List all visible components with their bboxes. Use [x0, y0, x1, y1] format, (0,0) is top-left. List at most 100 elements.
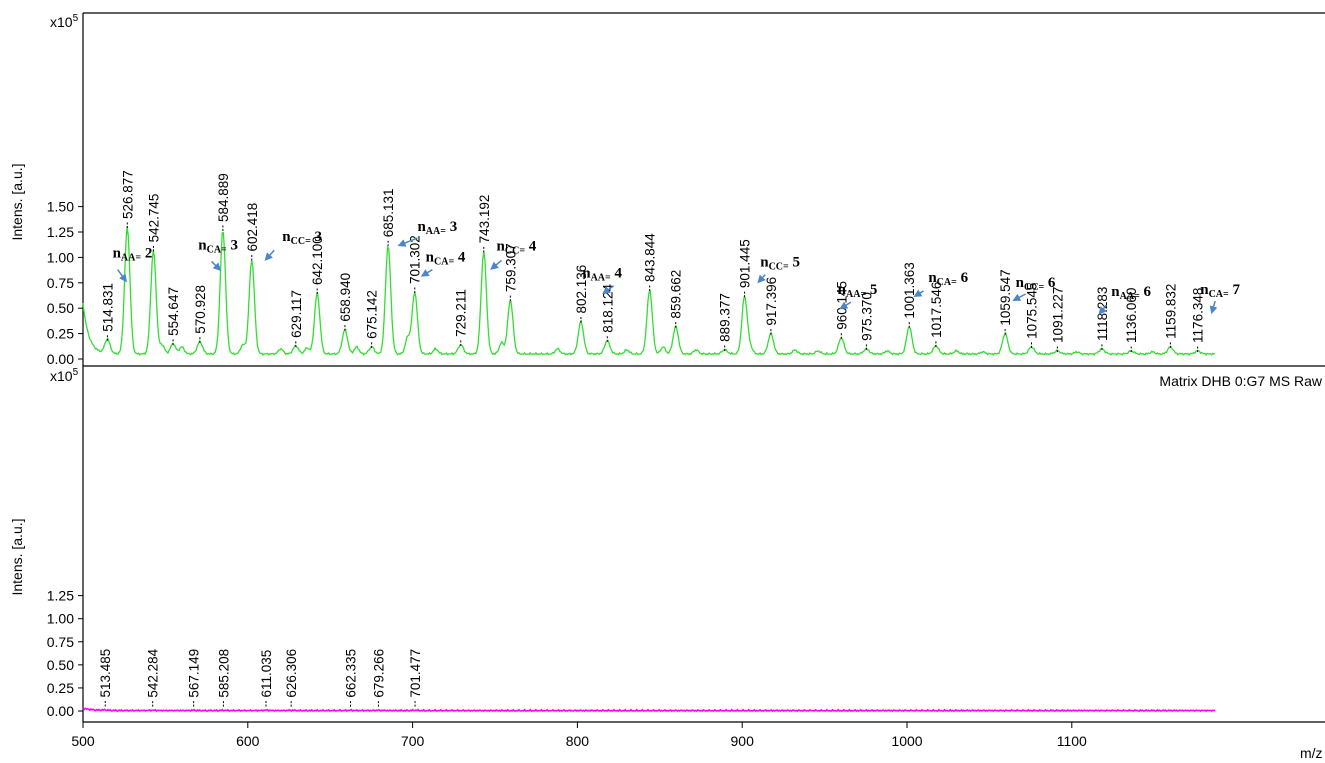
upper-y-multiplier: x105	[50, 13, 79, 30]
upper-peak-labels: 514.831 526.877 542.745 554.647 570.928 584.8…	[100, 170, 1206, 352]
lower-peak-label: 542.284	[146, 648, 161, 697]
upper-peak-label: 554.647	[166, 287, 181, 336]
upper-peak-label: 570.928	[193, 285, 208, 334]
upper-peak-label: 975.370	[859, 292, 874, 341]
annotation-label: nAA= 2	[113, 245, 153, 263]
annotation-label: nCC= 6	[1016, 275, 1056, 293]
upper-peak-label: 629.117	[289, 290, 304, 338]
upper-peak-label: 642.100	[310, 236, 325, 285]
upper-y-ticks: 0.00 0.25 0.50 0.75 1.00 1.25 1.50	[47, 199, 83, 367]
upper-peak-label: 1136.060	[1124, 288, 1139, 343]
upper-y-tick-label: 0.50	[47, 300, 74, 316]
annotation-label: nAA= 3	[417, 219, 457, 237]
annotation-label: nCC= 4	[497, 238, 537, 256]
lower-y-tick-label: 1.25	[47, 588, 74, 604]
lower-peak-label: 611.035	[259, 650, 274, 698]
upper-peak-label: 729.211	[454, 289, 469, 337]
lower-spectrum-trace	[82, 707, 1216, 713]
lower-peak-label: 513.485	[98, 649, 113, 698]
annotation-arrow	[1209, 300, 1218, 315]
annotation-arrow	[757, 274, 766, 284]
x-ticks: 500 600 700 800 900 1000 1100	[71, 722, 1087, 749]
upper-peak-label: 542.745	[146, 194, 161, 243]
upper-peak-label: 743.192	[477, 195, 492, 244]
x-tick-label: 600	[236, 733, 260, 749]
upper-peak-label: 889.377	[718, 293, 733, 342]
annotation-label: nAA= 4	[582, 266, 622, 284]
upper-y-tick-label: 1.50	[47, 199, 74, 215]
upper-peak-label: 685.131	[381, 188, 396, 237]
annotation-arrow	[397, 237, 418, 247]
x-tick-label: 700	[401, 733, 425, 749]
x-tick-label: 500	[71, 733, 95, 749]
x-tick-label: 900	[731, 733, 755, 749]
lower-peak-label: 567.149	[187, 649, 202, 698]
upper-panel: Intens. [a.u.] x105 0.00 0.25 0.50 0.75 1.00…	[9, 12, 1325, 367]
upper-peak-label: 818.124	[600, 284, 615, 333]
lower-peak-label: 585.208	[216, 649, 231, 698]
lower-y-axis-label: Intens. [a.u.]	[9, 518, 25, 595]
annotation-label: nCA= 6	[928, 270, 968, 288]
lower-peak-label: 662.335	[344, 649, 359, 698]
upper-peak-label: 658.940	[338, 273, 353, 322]
annotation-label: nCA= 3	[198, 237, 238, 255]
upper-peak-label: 1059.547	[998, 269, 1013, 325]
upper-peak-label: 1176.348	[1191, 288, 1206, 343]
lower-peak-labels: 513.485 542.284 567.149 585.208 611.035 626.3…	[98, 648, 423, 707]
x-axis-label: m/z	[1300, 745, 1323, 761]
upper-peak-label: 514.831	[100, 283, 115, 332]
lower-y-tick-label: 0.00	[47, 703, 74, 719]
upper-peak-label: 1075.545	[1024, 283, 1039, 339]
lower-y-tick-label: 0.75	[47, 634, 74, 650]
x-tick-label: 800	[566, 733, 590, 749]
annotation-label: nAA= 5	[838, 282, 878, 300]
upper-annotations: nAA= 2 nCA= 3 nCC= 3 nAA= 3 nCA= 4 nCC= 4 nAA=…	[113, 219, 1240, 315]
upper-peak-label: 1159.832	[1163, 284, 1178, 339]
upper-peak-label: 859.662	[669, 270, 684, 319]
annotation-label: nCC= 5	[760, 255, 800, 273]
upper-y-tick-label: 0.75	[47, 275, 74, 291]
upper-peak-label: 701.302	[408, 235, 423, 284]
upper-y-tick-label: 0.00	[47, 351, 74, 367]
lower-y-tick-label: 0.50	[47, 657, 74, 673]
annotation-arrow	[1012, 293, 1027, 302]
annotation-label: nCC= 3	[282, 229, 322, 247]
annotation-arrow	[913, 289, 924, 298]
lower-legend: Matrix DHB 0:G7 MS Raw	[1159, 373, 1322, 389]
upper-peak-label: 802.136	[574, 265, 589, 314]
annotation-arrow	[490, 259, 503, 270]
x-tick-label: 1100	[1057, 733, 1087, 749]
lower-peak-label: 701.477	[408, 649, 423, 698]
upper-peak-label: 759.307	[503, 243, 518, 292]
upper-y-tick-label: 0.25	[47, 326, 74, 342]
upper-peak-label: 675.142	[365, 290, 380, 339]
x-tick-label: 1000	[891, 733, 922, 749]
lower-peak-label: 626.306	[284, 649, 299, 698]
upper-peak-label: 1001.363	[902, 262, 917, 318]
upper-spectrum-trace	[82, 226, 1216, 356]
lower-y-multiplier: x105	[50, 367, 79, 384]
annotation-label: nCA= 4	[426, 249, 466, 267]
upper-peak-label: 1091.227	[1050, 287, 1065, 343]
lower-panel: Intens. [a.u.] x105 Matrix DHB 0:G7 MS R…	[9, 366, 1325, 761]
annotation-arrow	[117, 269, 128, 283]
lower-y-ticks: 0.00 0.25 0.50 0.75 1.00 1.25	[47, 588, 83, 719]
lower-peak-label: 679.266	[371, 649, 386, 698]
upper-peak-label: 602.418	[245, 203, 260, 252]
annotation-arrow	[1098, 304, 1107, 315]
annotation-arrow	[264, 249, 275, 261]
upper-y-axis-label: Intens. [a.u.]	[9, 163, 25, 240]
annotation-arrow	[839, 301, 852, 310]
upper-peak-label: 901.445	[738, 239, 753, 288]
annotation-arrow	[420, 268, 433, 277]
lower-y-tick-label: 1.00	[47, 611, 74, 627]
annotation-arrow	[211, 260, 222, 271]
annotation-arrow	[602, 285, 615, 295]
upper-y-tick-label: 1.25	[47, 224, 74, 240]
upper-peak-label: 526.877	[120, 170, 135, 219]
upper-peak-label: 843.844	[643, 233, 658, 282]
upper-peak-label: 917.396	[764, 277, 779, 326]
annotation-label: nCA= 7	[1200, 282, 1240, 300]
upper-peak-label: 1017.546	[929, 282, 944, 338]
